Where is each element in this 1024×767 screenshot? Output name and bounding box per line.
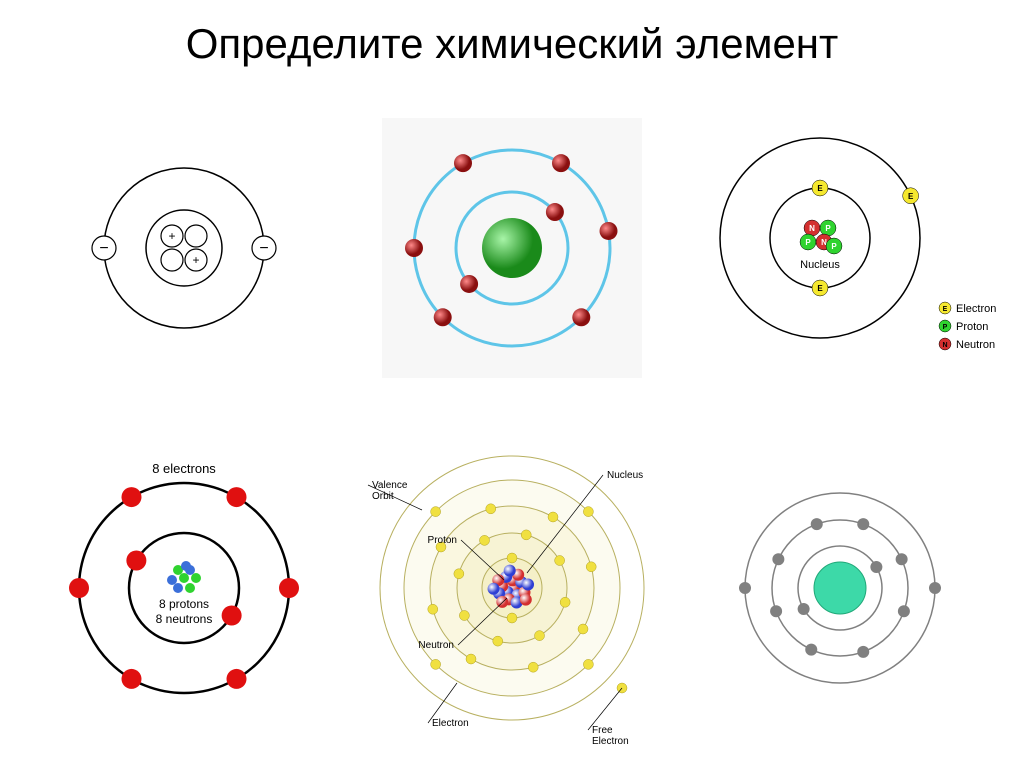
svg-text:N: N — [809, 224, 815, 233]
svg-text:P: P — [825, 224, 831, 233]
svg-text:Electron: Electron — [956, 303, 996, 315]
svg-text:Nucleus: Nucleus — [800, 259, 840, 271]
svg-text:Proton: Proton — [428, 535, 457, 546]
svg-text:Valence: Valence — [372, 480, 408, 491]
svg-text:P: P — [805, 238, 811, 247]
diagram-5: ValenceOrbit Nucleus Proton Neutron Electron… — [348, 418, 676, 758]
diagram-4: 8 electrons 8 protons8 neutrons — [20, 418, 348, 758]
svg-text:8 neutrons: 8 neutrons — [156, 612, 213, 626]
diagram-6 — [676, 418, 1004, 758]
diagram-2 — [348, 78, 676, 418]
diagram-1: + + − − — [20, 78, 348, 418]
svg-text:E: E — [943, 306, 948, 313]
svg-text:Free: Free — [592, 725, 613, 736]
svg-text:+: + — [192, 253, 199, 267]
diagram-grid: ++−− NPPNPNucleusEEEEElectronPProtonNNeu… — [0, 78, 1024, 758]
svg-text:E: E — [908, 192, 914, 201]
diagram-3: NPPNPNucleusEEEEElectronPProtonNNeutron — [676, 78, 1004, 418]
svg-text:Electron: Electron — [432, 718, 469, 729]
svg-text:Electron: Electron — [592, 736, 629, 747]
svg-text:Orbit: Orbit — [372, 491, 394, 502]
svg-text:E: E — [817, 184, 823, 193]
svg-text:Neutron: Neutron — [956, 339, 995, 351]
svg-text:P: P — [831, 242, 837, 251]
svg-text:Neutron: Neutron — [418, 640, 454, 651]
svg-text:N: N — [942, 342, 947, 349]
svg-text:E: E — [817, 284, 823, 293]
svg-text:Nucleus: Nucleus — [607, 470, 643, 481]
page-title: Определите химический элемент — [0, 0, 1024, 78]
svg-text:P: P — [943, 324, 948, 331]
svg-text:−: − — [259, 240, 268, 257]
svg-text:Proton: Proton — [956, 321, 988, 333]
svg-text:−: − — [99, 240, 108, 257]
svg-text:+: + — [168, 229, 175, 243]
svg-text:8 protons: 8 protons — [159, 597, 209, 611]
svg-text:8 electrons: 8 electrons — [152, 461, 216, 476]
